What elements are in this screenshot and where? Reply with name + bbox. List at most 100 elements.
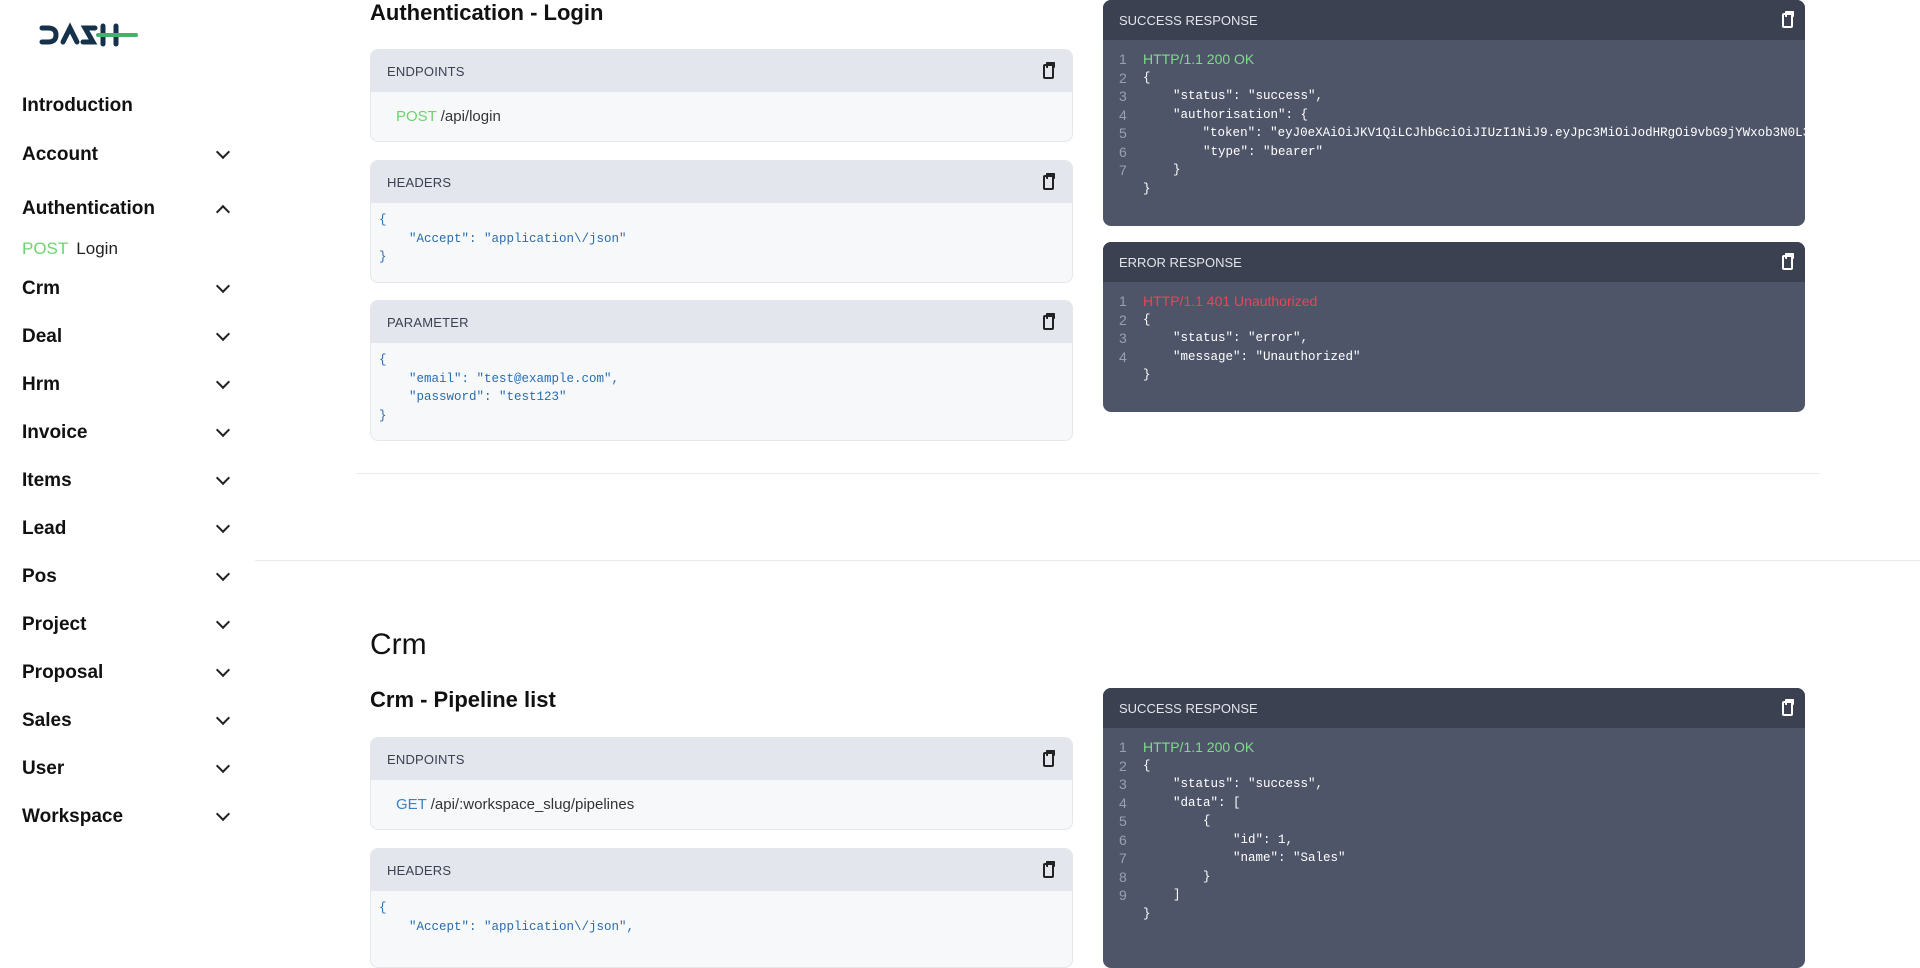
clipboard-icon[interactable] bbox=[1782, 10, 1794, 28]
card-label: PARAMETER bbox=[387, 314, 469, 330]
line-number: 6 bbox=[1119, 143, 1127, 160]
sidebar-item-invoice[interactable]: Invoice bbox=[22, 422, 232, 444]
chevron-down-icon[interactable] bbox=[215, 662, 231, 678]
sidebar-item-project[interactable]: Project bbox=[22, 614, 232, 636]
code-line: 3 "status": "success", bbox=[1103, 775, 1805, 794]
headers-code: { "Accept": "application\/json" } bbox=[379, 213, 627, 264]
sidebar-item-label: Account bbox=[22, 144, 98, 165]
chevron-up-icon[interactable] bbox=[215, 204, 231, 220]
card-label: HEADERS bbox=[387, 862, 452, 878]
section-divider bbox=[255, 560, 1920, 561]
code-text: "status": "success", bbox=[1143, 89, 1324, 103]
path: /api/:workspace_slug/pipelines bbox=[430, 796, 635, 813]
line-number: 1 bbox=[1119, 51, 1127, 67]
chevron-down-icon[interactable] bbox=[215, 422, 231, 438]
divider bbox=[356, 473, 1820, 474]
code-line: 8 } bbox=[1103, 868, 1805, 887]
sidebar-item-introduction[interactable]: Introduction bbox=[22, 95, 232, 117]
code-text: { bbox=[1143, 70, 1151, 85]
sidebar-item-label: Hrm bbox=[22, 374, 61, 395]
sidebar-item-items[interactable]: Items bbox=[22, 470, 232, 492]
endpoints-card: ENDPOINTS GET /api/:workspace_slug/pipel… bbox=[370, 737, 1073, 830]
code-text: } bbox=[1143, 869, 1211, 884]
code-line: 3 "status": "error", bbox=[1103, 329, 1805, 348]
headers-card: HEADERS { "Accept": "application\/json" … bbox=[370, 160, 1073, 283]
sidebar-item-label: User bbox=[22, 758, 65, 779]
parameter-code: { "email": "test@example.com", "password… bbox=[379, 353, 620, 423]
card-label: ENDPOINTS bbox=[387, 63, 465, 79]
chevron-down-icon[interactable] bbox=[215, 374, 231, 390]
sidebar-item-authentication[interactable]: Authentication bbox=[22, 198, 232, 220]
error-response-panel: ERROR RESPONSE 1 HTTP/1.1 401 Unauthorize… bbox=[1103, 242, 1805, 412]
endpoint-title: Authentication - Login bbox=[370, 0, 604, 25]
sidebar-item-deal[interactable]: Deal bbox=[22, 326, 232, 348]
line-number: 3 bbox=[1119, 88, 1127, 104]
dash-logo[interactable] bbox=[38, 22, 142, 48]
chevron-down-icon[interactable] bbox=[215, 614, 231, 630]
chevron-down-icon[interactable] bbox=[215, 758, 231, 774]
chevron-down-icon[interactable] bbox=[215, 710, 231, 726]
clipboard-icon[interactable] bbox=[1782, 698, 1794, 716]
line-number bbox=[1103, 366, 1143, 385]
line-number: 4 bbox=[1119, 348, 1127, 365]
code-text: "token": "eyJ0eXAiOiJKV1QiLCJhbGciOiJIUz… bbox=[1142, 126, 1805, 140]
method-badge: POST bbox=[22, 239, 69, 258]
line-number: 5 bbox=[1119, 813, 1127, 829]
sidebar-item-account[interactable]: Account bbox=[22, 144, 232, 166]
sidebar-item-lead[interactable]: Lead bbox=[22, 518, 232, 540]
code-line: 2{ bbox=[1103, 69, 1805, 88]
code-text: HTTP/1.1 200 OK bbox=[1143, 739, 1255, 755]
chevron-down-icon[interactable] bbox=[215, 144, 231, 160]
sidebar-item-label: Authentication bbox=[22, 198, 155, 219]
code-line: } bbox=[1103, 905, 1805, 924]
code-line: 1 HTTP/1.1 401 Unauthorized bbox=[1103, 292, 1805, 311]
chevron-down-icon[interactable] bbox=[215, 326, 231, 342]
sidebar-item-label: Invoice bbox=[22, 422, 88, 443]
line-number: 5 bbox=[1119, 125, 1127, 141]
line-number: 1 bbox=[1119, 739, 1127, 755]
headers-card: HEADERS { "Accept": "application\/json", bbox=[370, 848, 1073, 968]
subitem-label: Login bbox=[76, 239, 118, 258]
code-text: { bbox=[1143, 814, 1211, 828]
code-text: } bbox=[1143, 181, 1151, 196]
line-number: 3 bbox=[1119, 776, 1127, 792]
sidebar-subitem-post-login[interactable]: POST Login bbox=[22, 239, 118, 259]
chevron-down-icon[interactable] bbox=[215, 806, 231, 822]
sidebar-item-hrm[interactable]: Hrm bbox=[22, 374, 232, 396]
code-text: "authorisation": { bbox=[1143, 107, 1309, 122]
chevron-down-icon[interactable] bbox=[215, 518, 231, 534]
sidebar-item-workspace[interactable]: Workspace bbox=[22, 806, 232, 828]
sidebar-item-label: Crm bbox=[22, 278, 61, 299]
code-text: { bbox=[1143, 312, 1151, 327]
headers-code: { "Accept": "application\/json", bbox=[379, 901, 635, 934]
sidebar: Introduction Account Authentication Crm Deal… bbox=[0, 0, 255, 930]
success-response-panel: SUCCESS RESPONSE 1 HTTP/1.1 200 OK 2{3 "st… bbox=[1103, 0, 1805, 226]
chevron-down-icon[interactable] bbox=[215, 278, 231, 294]
sidebar-item-label: Deal bbox=[22, 326, 63, 347]
clipboard-icon[interactable] bbox=[1043, 312, 1055, 330]
endpoint-title: Crm - Pipeline list bbox=[370, 687, 556, 712]
clipboard-icon[interactable] bbox=[1043, 749, 1055, 767]
method: GET bbox=[396, 796, 427, 813]
line-number: 2 bbox=[1119, 69, 1127, 86]
sidebar-item-label: Items bbox=[22, 470, 72, 491]
sidebar-item-pos[interactable]: Pos bbox=[22, 566, 232, 588]
clipboard-icon[interactable] bbox=[1043, 61, 1055, 79]
sidebar-item-sales[interactable]: Sales bbox=[22, 710, 232, 732]
clipboard-icon[interactable] bbox=[1043, 860, 1055, 878]
sidebar-item-crm[interactable]: Crm bbox=[22, 278, 232, 300]
line-number bbox=[1103, 180, 1143, 199]
code-line: 7 } bbox=[1103, 161, 1805, 180]
line-number: 7 bbox=[1119, 162, 1127, 178]
sidebar-item-label: Pos bbox=[22, 566, 57, 587]
clipboard-icon[interactable] bbox=[1782, 252, 1794, 270]
parameter-card: PARAMETER { "email": "test@example.com",… bbox=[370, 300, 1073, 441]
response-code: 1 HTTP/1.1 401 Unauthorized 2{3 "status": … bbox=[1103, 282, 1805, 399]
clipboard-icon[interactable] bbox=[1043, 172, 1055, 190]
chevron-down-icon[interactable] bbox=[215, 470, 231, 486]
code-line: 6 "id": 1, bbox=[1103, 831, 1805, 850]
chevron-down-icon[interactable] bbox=[215, 566, 231, 582]
line-number: 9 bbox=[1119, 887, 1127, 903]
sidebar-item-user[interactable]: User bbox=[22, 758, 232, 780]
sidebar-item-proposal[interactable]: Proposal bbox=[22, 662, 232, 684]
